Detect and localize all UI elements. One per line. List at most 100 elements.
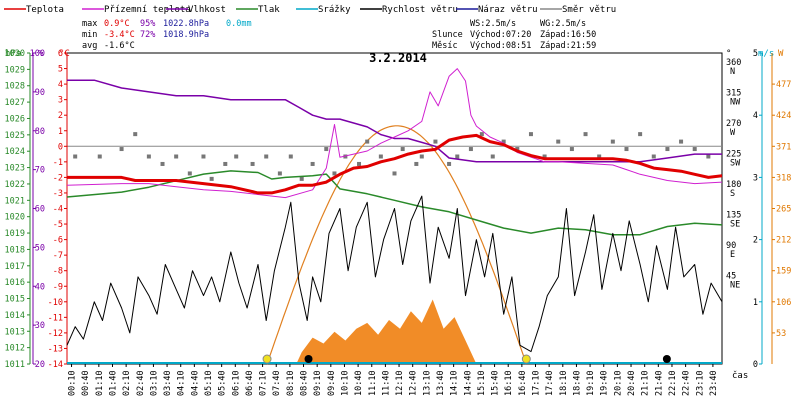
wind-dir-marker <box>501 139 506 144</box>
time-tick-label: 08:40 <box>300 370 310 396</box>
temp-tick-label: -14 <box>48 360 63 370</box>
stat-avg-temp: -1.6°C <box>104 41 135 51</box>
wind-dir-marker <box>299 176 304 181</box>
wind-dir-marker <box>264 154 269 159</box>
time-tick-label: 17:40 <box>545 370 555 396</box>
wind-dir-marker <box>160 161 165 166</box>
solar-tick-label: 371 <box>776 142 791 152</box>
press-tick-label: 1022 <box>5 180 25 190</box>
wind-dir-marker <box>343 154 348 159</box>
time-tick-label: 10:40 <box>354 370 364 396</box>
wind-dir-marker <box>651 154 656 159</box>
temp-tick-label: -5 <box>53 220 63 230</box>
axis-unit-deg: ° <box>726 49 731 59</box>
wind-dir-marker <box>201 154 206 159</box>
wind-dir-marker <box>665 147 670 152</box>
time-tick-label: 16:10 <box>504 370 514 396</box>
time-tick-label: 09:40 <box>327 370 337 396</box>
temp-tick-label: -11 <box>48 313 63 323</box>
time-tick-label: 16:40 <box>518 370 528 396</box>
wind-dir-marker <box>288 154 293 159</box>
info-moon-rise: Východ:08:51 <box>470 41 531 51</box>
temp-tick-label: -13 <box>48 344 63 354</box>
time-tick-label: 18:10 <box>559 370 569 396</box>
wind-dir-marker <box>433 139 438 144</box>
time-tick-label: 02:40 <box>136 370 146 396</box>
time-tick-label: 10:10 <box>340 370 350 396</box>
hum-tick-label: 90 <box>35 88 45 98</box>
wind-dir-marker <box>515 147 520 152</box>
wind-dir-marker <box>490 154 495 159</box>
wind-dir-marker <box>310 161 315 166</box>
press-tick-label: 1024 <box>5 147 25 157</box>
wind-tick-label: 3 <box>753 173 758 183</box>
stat-max-temp: 0.9°C <box>104 19 130 29</box>
solar-area <box>67 299 722 364</box>
time-tick-label: 23:40 <box>709 370 719 396</box>
dir-tick-compass: S <box>730 189 735 199</box>
dir-tick-compass: SE <box>730 220 740 230</box>
hum-tick-label: 70 <box>35 166 45 176</box>
wind-tick-label: 1 <box>753 298 758 308</box>
sun-marker <box>521 354 531 364</box>
info-block: WS:2.5m/s WG:2.5m/s Slunce Východ:07:20 … <box>432 19 596 51</box>
time-tick-label: 03:40 <box>163 370 173 396</box>
dir-tick-label: 90 <box>726 241 736 251</box>
time-tick-label: 11:40 <box>381 370 391 396</box>
temp-tick-label: 5 <box>58 65 63 75</box>
axis-unit-w: W <box>778 49 784 59</box>
time-tick-label: 06:10 <box>231 370 241 396</box>
axis-unit-temp: °C <box>59 49 70 59</box>
legend-label-smer: Směr větru <box>562 5 616 15</box>
press-tick-label: 1026 <box>5 114 25 124</box>
humidity-line <box>67 79 722 163</box>
time-tick-label: 00:40 <box>81 370 91 396</box>
axis-unit-pct: % <box>38 49 44 59</box>
info-sun-set: Západ:16:50 <box>540 30 596 40</box>
wind-dir-marker <box>583 132 588 137</box>
stat-min-temp: -3.4°C <box>104 30 135 40</box>
wind-dir-marker <box>542 154 547 159</box>
info-moon-set: Západ:21:59 <box>540 41 596 51</box>
info-ws: WS:2.5m/s <box>470 19 516 29</box>
time-tick-label: 22:40 <box>682 370 692 396</box>
wind-dir-marker <box>133 132 138 137</box>
temp-tick-label: 4 <box>58 80 63 90</box>
hum-tick-label: 100 <box>30 49 45 59</box>
dir-tick-label: 135 <box>726 211 741 221</box>
stat-max-hum: 95% <box>140 19 155 29</box>
time-tick-label: 03:10 <box>149 370 159 396</box>
wind-dir-marker <box>569 147 574 152</box>
temp-tick-label: -9 <box>53 282 63 292</box>
info-sun-label: Slunce <box>432 30 463 40</box>
temp-tick-label: -1 <box>53 158 63 168</box>
wind-dir-marker <box>479 132 484 137</box>
wind-dir-marker <box>455 154 460 159</box>
wind-dir-marker <box>119 147 124 152</box>
wind-dir-marker <box>365 139 370 144</box>
time-tick-label: 06:40 <box>245 370 255 396</box>
time-tick-label: 23:10 <box>695 370 705 396</box>
time-tick-label: 09:10 <box>313 370 323 396</box>
wind-dir-marker <box>357 161 362 166</box>
time-tick-label: 15:10 <box>477 370 487 396</box>
temp-tick-label: 1 <box>58 127 63 137</box>
press-tick-label: 1019 <box>5 229 25 239</box>
time-tick-label: 08:10 <box>286 370 296 396</box>
time-tick-label: 15:40 <box>491 370 501 396</box>
wind-dir-marker <box>414 161 419 166</box>
press-tick-label: 1021 <box>5 196 25 206</box>
temp-tick-label: -6 <box>53 236 63 246</box>
wind-dir-marker <box>528 132 533 137</box>
time-tick-label: 07:10 <box>259 370 269 396</box>
temp-tick-label: 3 <box>58 96 63 106</box>
time-tick-label: 20:40 <box>627 370 637 396</box>
legend-label-naraz: Náraz větru <box>478 5 538 15</box>
press-tick-label: 1016 <box>5 278 25 288</box>
legend-label-vlhkost: Vlhkost <box>188 5 226 15</box>
legend-label-rychlost: Rychlost větru <box>382 5 458 15</box>
temp-tick-label: 0 <box>58 142 63 152</box>
time-tick-label: 14:10 <box>450 370 460 396</box>
solar-tick-label: 159 <box>776 267 791 277</box>
